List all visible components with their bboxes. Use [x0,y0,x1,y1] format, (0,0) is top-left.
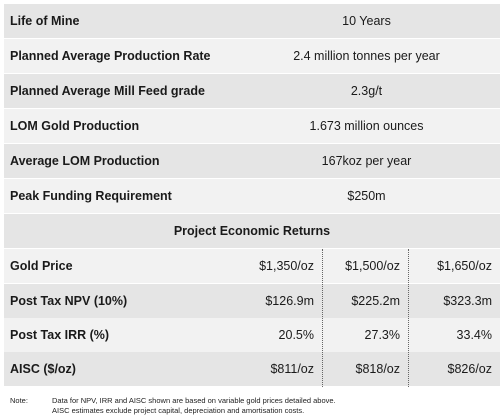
table-row: Planned Average Production Rate 2.4 milli… [4,39,500,73]
table-row: Gold Price $1,350/oz $1,500/oz $1,650/oz [4,249,500,283]
row-value: $1,650/oz [437,259,492,273]
table-row: Average LOM Production 167koz per year [4,144,500,178]
table-row: LOM Gold Production 1.673 million ounces [4,109,500,143]
row-value: 2.4 million tonnes per year [293,49,440,63]
column-separator [322,249,323,387]
table-row: Peak Funding Requirement $250m [4,179,500,213]
row-value: $818/oz [355,362,400,376]
row-label: Planned Average Mill Feed grade [10,84,205,98]
row-value: $1,500/oz [345,259,400,273]
row-value: $811/oz [270,362,314,376]
row-value: $826/oz [447,362,492,376]
row-value: 27.3% [364,328,400,342]
table-row: Post Tax NPV (10%) $126.9m $225.2m $323.3m [4,284,500,318]
row-value: $323.3m [443,294,492,308]
row-value: 20.5% [278,328,314,342]
note-label: Note: [10,396,28,405]
note-text: AISC estimates exclude project capital, … [52,406,305,415]
section-header: Project Economic Returns [4,214,500,248]
note-text: Data for NPV, IRR and AISC shown are bas… [52,396,336,405]
row-value: 33.4% [456,328,492,342]
row-label: Peak Funding Requirement [10,189,172,203]
table-row: AISC ($/oz) $811/oz $818/oz $826/oz [4,352,500,386]
section-title: Project Economic Returns [173,224,331,238]
table-row: Post Tax IRR (%) 20.5% 27.3% 33.4% [4,318,500,352]
row-value: $225.2m [351,294,400,308]
row-label: Average LOM Production [10,154,160,168]
row-label: Post Tax NPV (10%) [10,294,128,308]
column-separator [408,249,409,387]
row-value: $250m [347,189,386,203]
row-value: $1,350/oz [259,259,314,273]
table-row: Planned Average Mill Feed grade 2.3g/t [4,74,500,108]
row-value: 2.3g/t [350,84,383,98]
table-row: Life of Mine 10 Years [4,4,500,38]
row-value: 10 Years [342,14,391,28]
row-label: Post Tax IRR (%) [10,328,110,342]
row-value: 167koz per year [321,154,412,168]
row-value: $126.9m [265,294,314,308]
row-value: 1.673 million ounces [309,119,424,133]
row-label: LOM Gold Production [10,119,140,133]
row-label: Gold Price [10,259,73,273]
row-label: Life of Mine [10,14,80,28]
row-label: Planned Average Production Rate [10,49,211,63]
row-label: AISC ($/oz) [10,362,76,376]
